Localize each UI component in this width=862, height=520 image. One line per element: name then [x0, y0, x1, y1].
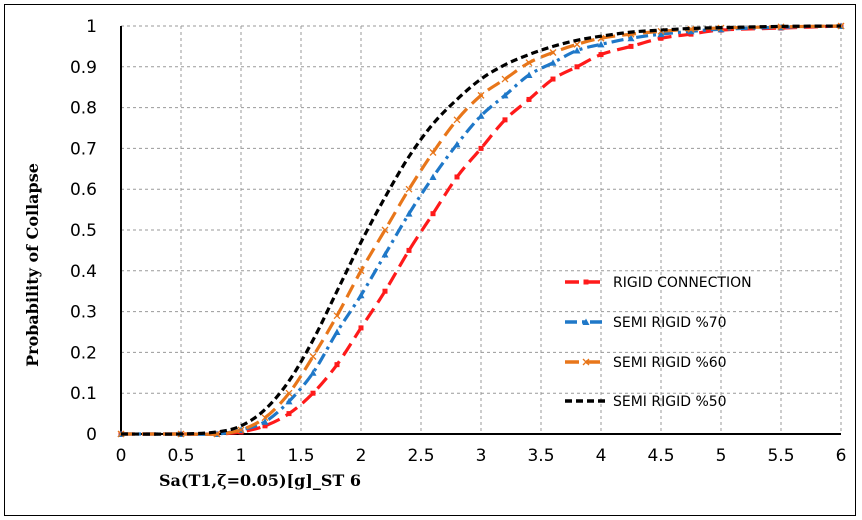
legend-entry: SEMI RIGID %70 [565, 315, 727, 331]
series-point [573, 46, 581, 54]
grid [121, 25, 842, 434]
series-point [525, 71, 533, 78]
y-tick-label: 1 [86, 17, 97, 37]
series-point [478, 145, 484, 151]
series-point [309, 369, 317, 376]
series-point [405, 210, 413, 217]
series-point [628, 43, 634, 49]
series-point [583, 279, 589, 285]
series-point [429, 173, 437, 180]
legend-label: SEMI RIGID %50 [613, 394, 727, 410]
y-axis-label: Probability of Collapse [23, 163, 42, 367]
series-point [687, 27, 695, 35]
x-tick-label: 0 [116, 446, 127, 466]
series-point [357, 291, 365, 299]
series-point [627, 34, 635, 42]
x-tick-label: 1.5 [287, 446, 314, 466]
series-point [453, 116, 461, 124]
series-point [333, 312, 341, 320]
series-point [657, 30, 665, 38]
x-tick-label: 3 [476, 446, 487, 466]
x-tick-label: 5.5 [767, 446, 794, 466]
series-point [582, 318, 590, 325]
series-point [358, 325, 364, 331]
series-point [406, 247, 412, 253]
legend-entry: SEMI RIGID %50 [565, 394, 727, 410]
series-point [381, 250, 389, 258]
x-tick-label: 1 [236, 446, 247, 466]
series-point [598, 52, 604, 58]
series-point [658, 35, 664, 41]
series-point [285, 389, 293, 397]
series-point [550, 76, 556, 82]
series-point [525, 59, 533, 67]
series-point [381, 226, 389, 234]
y-tick-label: 0.1 [70, 384, 97, 404]
series-point [405, 185, 413, 193]
series-point [574, 64, 580, 70]
series-point [286, 411, 292, 417]
series-point [549, 49, 557, 56]
series-point [334, 362, 340, 368]
series-point [477, 91, 485, 99]
series-point [453, 140, 461, 148]
legend-label: SEMI RIGID %60 [613, 355, 727, 371]
series-point [502, 117, 508, 123]
x-tick-label: 2 [356, 446, 367, 466]
x-tick-label: 6 [836, 446, 847, 466]
y-tick-labels: 0 0.1 0.2 0.3 0.4 0.5 0.6 0.7 0.8 0.9 1 [70, 17, 97, 445]
y-tick-label: 0.3 [70, 303, 97, 323]
legend: RIGID CONNECTION SEMI RIGID %70 SEMI RIGID… [565, 275, 752, 410]
y-tick-label: 0.4 [70, 262, 97, 282]
x-tick-label: 3.5 [527, 446, 554, 466]
series-point [310, 390, 316, 396]
y-tick-label: 0 [86, 425, 97, 445]
series-point [526, 96, 532, 102]
series-3 [120, 24, 842, 436]
series-line [120, 24, 842, 436]
series-point [501, 91, 509, 99]
series-point [357, 267, 365, 275]
x-tick-label: 4 [596, 446, 607, 466]
y-tick-label: 0.5 [70, 221, 97, 241]
series-point [261, 418, 269, 425]
series-point [597, 40, 605, 48]
x-tick-label: 4.5 [647, 446, 674, 466]
series-point [261, 414, 269, 422]
series-point [573, 40, 581, 48]
legend-entry: SEMI RIGID %60 [565, 355, 727, 371]
x-axis-label: Sa(T1,ζ=0.05)[g]_ST 6 [159, 471, 361, 490]
series-point [549, 59, 557, 66]
legend-label: RIGID CONNECTION [613, 275, 752, 291]
series-point [429, 149, 437, 156]
series-point [262, 423, 268, 429]
y-tick-label: 0.7 [70, 139, 97, 159]
series-point [237, 426, 245, 434]
series-point [382, 288, 388, 294]
legend-entry: RIGID CONNECTION [565, 275, 752, 291]
y-tick-label: 0.9 [70, 58, 97, 78]
x-tick-label: 2.5 [407, 446, 434, 466]
series-point [430, 211, 436, 217]
chart-frame [4, 4, 856, 516]
series-lines [117, 22, 845, 438]
series-point [333, 328, 341, 335]
y-tick-label: 0.6 [70, 180, 97, 200]
legend-label: SEMI RIGID %70 [613, 315, 727, 331]
series-point [285, 397, 293, 405]
series-point [309, 353, 317, 360]
y-tick-label: 0.8 [70, 99, 97, 119]
x-tick-labels: 0 0.5 1 1.5 2 2.5 3 3.5 4 4.5 5 5.5 6 [116, 446, 847, 466]
series-point [501, 75, 509, 83]
y-tick-label: 0.2 [70, 343, 97, 363]
series-point [477, 112, 485, 119]
x-tick-label: 0.5 [167, 446, 194, 466]
x-tick-label: 5 [716, 446, 727, 466]
series-point [454, 174, 460, 180]
series-point [582, 358, 590, 366]
